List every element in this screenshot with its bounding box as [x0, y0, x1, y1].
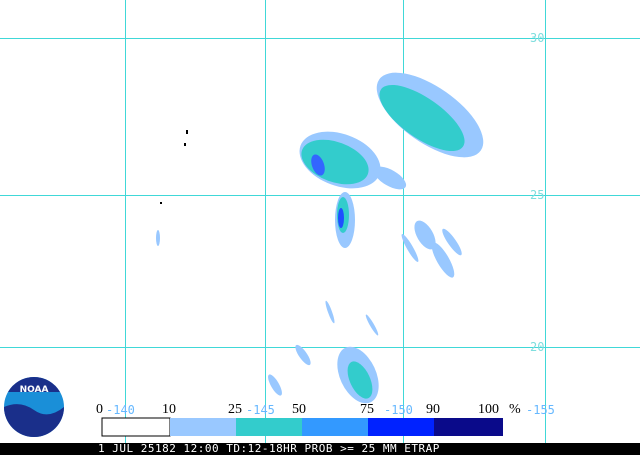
area [347, 361, 373, 399]
island [186, 130, 188, 134]
lon-label: -150 [384, 403, 413, 417]
legend-label: 90 [426, 402, 440, 417]
legend-swatch [302, 418, 368, 436]
lon-label: -140 [106, 403, 135, 417]
lat-label: 25 [530, 188, 544, 202]
logo-wave [4, 404, 64, 437]
area [431, 242, 455, 278]
lon-label: -145 [246, 403, 275, 417]
legend-label: 50 [292, 402, 306, 417]
footer-text: 1 JUL 25182 12:00 TD:12-18HR PROB >= 25 … [98, 442, 440, 455]
lat-label: 30 [530, 31, 544, 45]
legend-label: 75 [360, 402, 374, 417]
legend-swatch [236, 418, 302, 436]
legend-unit: % [509, 402, 521, 417]
legend-swatch [434, 418, 503, 436]
island [184, 143, 186, 146]
legend-label: 10 [162, 402, 176, 417]
legend-swatch [170, 418, 236, 436]
lon-label: -155 [526, 403, 555, 417]
logo-top [8, 376, 60, 392]
area [156, 230, 160, 246]
legend-label: 0 [96, 402, 103, 417]
island [160, 202, 162, 204]
area [414, 220, 436, 250]
area [365, 314, 379, 336]
area [325, 300, 335, 324]
area [379, 84, 465, 152]
lat-label: 20 [530, 340, 544, 354]
logo: NOAA [4, 376, 64, 437]
area [338, 208, 344, 228]
area [401, 234, 419, 262]
legend-swatch [101, 417, 171, 437]
legend-label: 100 [478, 402, 499, 417]
logo-text: NOAA [20, 385, 49, 395]
area [295, 344, 311, 366]
legend: 0 10 25 50 75 90 100 % [96, 402, 521, 437]
area [373, 166, 407, 190]
precip-areas [156, 72, 484, 404]
area [442, 228, 462, 256]
area [311, 154, 325, 176]
footer-bar [0, 443, 640, 455]
legend-label: 25 [228, 402, 242, 417]
area [268, 374, 282, 396]
legend-swatch [368, 418, 434, 436]
